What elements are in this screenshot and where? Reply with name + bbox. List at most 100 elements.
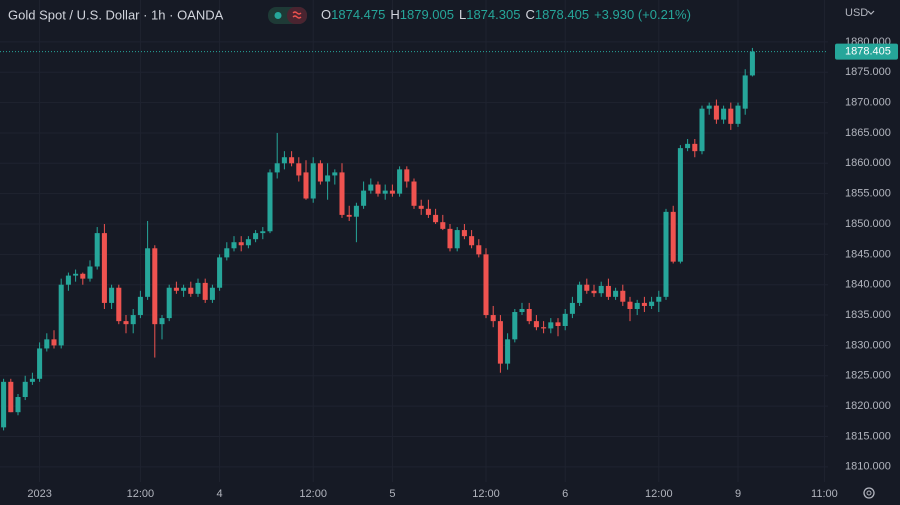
y-tick-label: 1865.000 [845,127,891,139]
body [15,397,21,413]
body [713,105,719,120]
body [137,296,143,316]
pill-wave [292,11,302,19]
body [433,214,439,223]
body [605,285,611,297]
y-tick-label: 1810.000 [845,461,891,473]
change: +3.930 (+0.21%) [594,7,691,22]
body [152,248,158,325]
x-tick-label: 6 [562,488,568,500]
gear-center [866,490,872,496]
chart-title: Gold Spot / U.S. Dollar · 1h · OANDA [8,7,224,22]
body [109,287,115,303]
body [166,287,172,319]
x-tick-label: 11:00 [811,488,838,500]
body [447,228,453,249]
body [483,254,489,316]
body [260,231,266,234]
body [101,233,107,303]
body [533,321,539,328]
body [1,381,7,428]
body [44,339,50,349]
y-tick-label: 1825.000 [845,370,891,382]
currency: USD [845,7,868,19]
body [87,266,93,279]
x-tick-label: 9 [735,488,741,500]
body [454,230,460,249]
body [289,157,295,164]
body [22,381,28,398]
body [51,339,57,346]
gear [863,487,875,499]
body [274,163,280,173]
h-value: 1879.005 [400,7,454,22]
body [404,169,410,182]
body [37,348,43,379]
body [332,172,338,176]
o-label: O [321,7,331,22]
y-tick-label: 1850.000 [845,218,891,230]
body [224,248,230,258]
body [310,163,316,199]
o-value: 1874.475 [331,7,385,22]
body [58,284,64,346]
body [670,211,676,262]
body [73,273,79,276]
body [231,242,237,249]
body [80,273,86,279]
body [641,302,647,306]
y-tick-label: 1820.000 [845,400,891,412]
body [202,282,208,300]
body [440,222,446,229]
body [253,233,259,240]
body [368,184,374,191]
body [685,143,691,149]
body [195,282,201,294]
body [389,190,395,194]
body [706,105,712,109]
body [123,321,129,325]
body [490,315,496,322]
body [397,169,403,194]
body [699,108,705,152]
body [749,51,755,76]
x-tick-label: 12:00 [299,488,327,500]
body [188,287,194,294]
body [411,181,417,206]
body [267,172,273,232]
x-tick-label: 2023 [27,488,51,500]
body [339,172,345,215]
x-tick-label: 12:00 [472,488,500,500]
x-tick-label: 12:00 [645,488,673,500]
x-tick-label: 12:00 [127,488,155,500]
body [476,245,482,255]
body [577,284,583,303]
l-label: L [459,7,466,22]
body [627,301,633,309]
currency-selector[interactable]: USD [845,7,875,19]
body [649,301,655,306]
body [209,287,215,300]
body [505,339,511,364]
candles [1,47,755,431]
body [728,108,734,124]
y-tick-label: 1875.000 [845,66,891,78]
status-pill[interactable] [268,7,307,24]
x-tick-label: 4 [217,488,223,500]
body [461,230,467,237]
body [94,233,100,267]
c-value: 1878.405 [535,7,589,22]
body [346,214,352,217]
body [677,148,683,262]
y-tick-label: 1815.000 [845,430,891,442]
x-tick-label: 5 [389,488,395,500]
body [548,322,554,329]
body [497,321,503,364]
settings-button[interactable] [863,487,875,499]
body [382,190,388,194]
body [296,163,302,176]
body [541,327,547,329]
body [281,157,287,164]
